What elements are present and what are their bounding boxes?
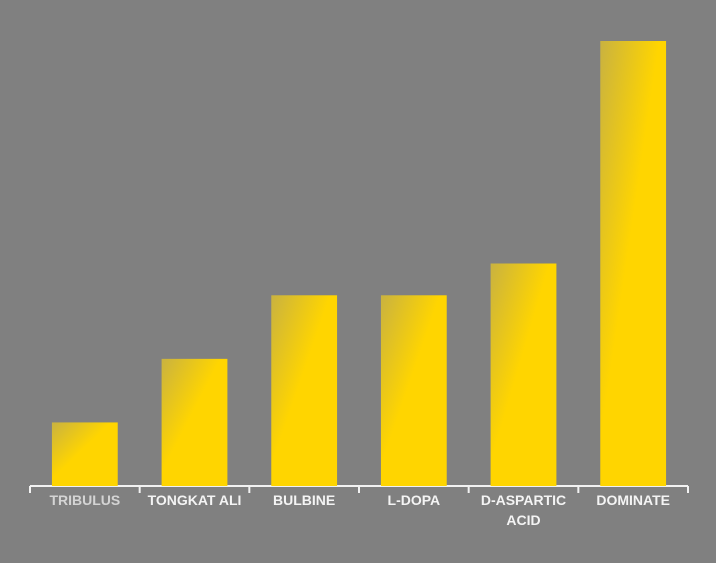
x-tick-label: BULBINE: [273, 492, 336, 508]
bar: [600, 41, 667, 486]
x-tick-label: TONGKAT ALI: [147, 492, 242, 508]
bar: [380, 295, 447, 486]
bar: [51, 422, 118, 486]
x-tick-label: TRIBULUS: [49, 492, 121, 508]
bar: [271, 295, 338, 486]
bar: [490, 263, 557, 486]
bar: [161, 358, 228, 486]
x-tick-label: D-ASPARTIC ACID: [480, 492, 567, 528]
x-tick-label: L-DOPA: [387, 492, 441, 508]
x-tick-label: DOMINATE: [596, 492, 670, 508]
